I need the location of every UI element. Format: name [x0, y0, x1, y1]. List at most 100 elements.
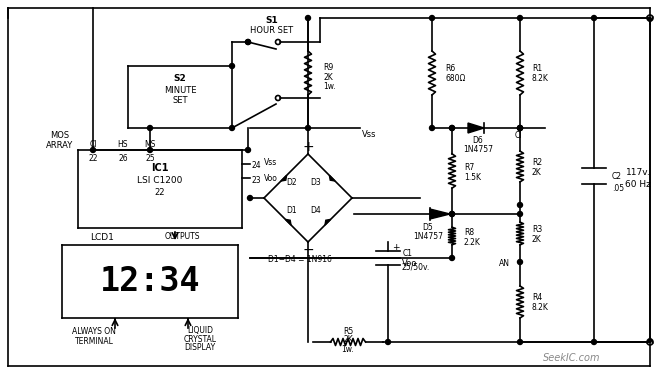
- Text: D4: D4: [311, 205, 321, 215]
- Text: R5: R5: [343, 328, 353, 337]
- Circle shape: [450, 255, 454, 261]
- Circle shape: [148, 126, 152, 131]
- Text: 8.2K: 8.2K: [532, 303, 549, 312]
- Circle shape: [90, 147, 96, 153]
- Polygon shape: [468, 123, 484, 133]
- Text: MINUTE: MINUTE: [164, 86, 196, 95]
- Circle shape: [518, 340, 522, 344]
- Text: +: +: [302, 140, 314, 154]
- Circle shape: [518, 126, 522, 131]
- Text: −: −: [302, 243, 314, 257]
- Circle shape: [591, 340, 597, 344]
- Circle shape: [246, 147, 250, 153]
- Text: 23: 23: [252, 175, 262, 184]
- Text: SET: SET: [172, 95, 188, 104]
- Text: MOS: MOS: [51, 131, 69, 140]
- Text: 2K: 2K: [323, 73, 333, 82]
- Text: R1: R1: [532, 64, 542, 73]
- Text: 22: 22: [155, 187, 165, 196]
- Circle shape: [305, 15, 311, 21]
- Text: 2K: 2K: [343, 335, 353, 344]
- Text: 24: 24: [252, 160, 262, 169]
- Text: R7: R7: [464, 162, 474, 172]
- Circle shape: [305, 126, 311, 131]
- Polygon shape: [325, 220, 331, 225]
- Text: C1: C1: [403, 249, 413, 258]
- Text: LIQUID: LIQUID: [187, 325, 213, 334]
- Text: 22: 22: [88, 153, 98, 162]
- Text: CI: CI: [514, 131, 522, 140]
- Circle shape: [450, 212, 454, 217]
- Text: OUTPUTS: OUTPUTS: [164, 232, 200, 240]
- Circle shape: [248, 196, 253, 200]
- Text: D1: D1: [287, 205, 297, 215]
- Circle shape: [230, 126, 234, 131]
- Circle shape: [246, 40, 250, 45]
- Text: AN: AN: [498, 260, 510, 269]
- Text: 1N4757: 1N4757: [463, 144, 493, 153]
- Text: DISPLAY: DISPLAY: [184, 343, 216, 353]
- Text: 25: 25: [145, 153, 155, 162]
- Text: R4: R4: [532, 292, 542, 301]
- Text: 60 Hz: 60 Hz: [625, 180, 651, 188]
- Text: HS: HS: [118, 140, 128, 148]
- Circle shape: [518, 260, 522, 264]
- Circle shape: [518, 202, 522, 208]
- Text: C2: C2: [612, 172, 622, 181]
- Text: Voo: Voo: [402, 260, 418, 269]
- Text: R3: R3: [532, 225, 542, 234]
- Circle shape: [385, 340, 391, 344]
- Text: LCD1: LCD1: [90, 233, 114, 242]
- Text: D1−D4 = 1N916: D1−D4 = 1N916: [268, 255, 332, 264]
- Circle shape: [450, 126, 454, 131]
- Polygon shape: [329, 175, 335, 181]
- Text: 8.2K: 8.2K: [532, 74, 549, 83]
- Text: TERMINAL: TERMINAL: [75, 337, 114, 346]
- Polygon shape: [285, 220, 291, 225]
- Circle shape: [230, 64, 234, 68]
- Text: 26: 26: [118, 153, 128, 162]
- Text: .05: .05: [612, 184, 624, 193]
- Text: Voo: Voo: [264, 174, 278, 183]
- Text: R2: R2: [532, 158, 542, 167]
- Text: IC1: IC1: [151, 163, 169, 173]
- Text: Vss: Vss: [264, 157, 277, 166]
- Circle shape: [518, 126, 522, 131]
- Text: ALWAYS ON: ALWAYS ON: [72, 328, 116, 337]
- Text: 1w.: 1w.: [342, 346, 354, 355]
- Circle shape: [591, 15, 597, 21]
- Circle shape: [518, 212, 522, 217]
- Circle shape: [450, 212, 454, 217]
- Text: R6: R6: [445, 64, 456, 73]
- Text: 680Ω: 680Ω: [445, 74, 466, 83]
- Text: Vss: Vss: [362, 129, 377, 138]
- Text: ARRAY: ARRAY: [46, 141, 73, 150]
- Text: R9: R9: [323, 62, 333, 71]
- Polygon shape: [430, 209, 450, 219]
- Circle shape: [430, 126, 434, 131]
- Circle shape: [430, 15, 434, 21]
- Text: HOUR SET: HOUR SET: [250, 25, 293, 34]
- Text: MS: MS: [144, 140, 156, 148]
- Text: 1N4757: 1N4757: [413, 232, 443, 240]
- Text: R8: R8: [464, 227, 474, 236]
- Text: 1w.: 1w.: [323, 82, 335, 91]
- Text: CI: CI: [90, 140, 97, 148]
- Text: +: +: [392, 242, 399, 251]
- Polygon shape: [281, 175, 287, 181]
- Text: 12:34: 12:34: [100, 265, 200, 298]
- Text: D3: D3: [311, 178, 321, 187]
- Circle shape: [148, 147, 152, 153]
- Text: 117v.: 117v.: [626, 168, 651, 177]
- Circle shape: [518, 126, 522, 131]
- Text: D5: D5: [423, 223, 434, 232]
- Text: S2: S2: [174, 74, 186, 83]
- Text: 25/50v.: 25/50v.: [402, 263, 430, 272]
- Text: 1.5K: 1.5K: [464, 172, 481, 181]
- Text: S1: S1: [266, 15, 279, 25]
- Circle shape: [450, 126, 454, 131]
- Text: 2K: 2K: [532, 235, 542, 244]
- Text: 2.2K: 2.2K: [464, 237, 481, 246]
- Text: SeekIC.com: SeekIC.com: [543, 353, 601, 363]
- Text: D6: D6: [473, 135, 484, 144]
